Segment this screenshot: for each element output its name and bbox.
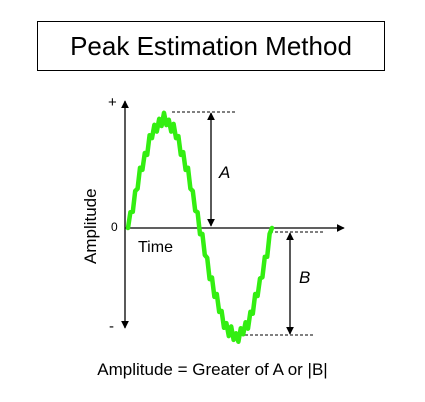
x-axis-label: Time [138,239,173,256]
page-title: Peak Estimation Method [70,30,352,61]
zero-mark: 0 [111,220,118,234]
b-label: B [299,268,310,287]
title-box: Peak Estimation Method [37,21,385,71]
signal-waveform [125,110,275,344]
plus-mark: + [108,94,117,111]
a-label: A [218,163,230,182]
caption: Amplitude = Greater of A or |B| [97,360,328,379]
minus-mark: - [109,318,114,335]
y-axis-label: Amplitude [81,188,100,264]
